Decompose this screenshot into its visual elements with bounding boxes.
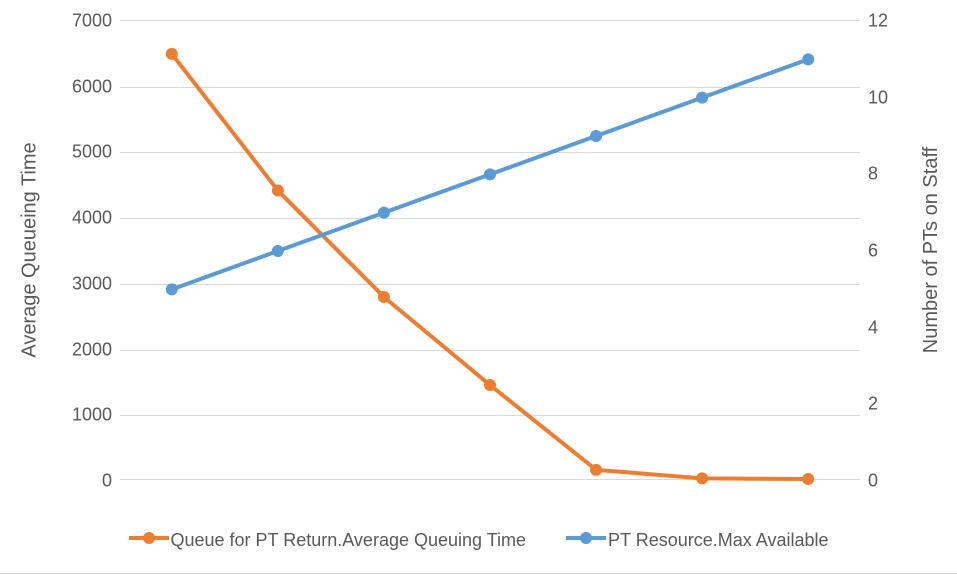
legend-label-queue: Queue for PT Return.Average Queuing Time [171, 530, 527, 551]
series-marker-queue [590, 464, 602, 476]
y1-tick: 5000 [72, 142, 120, 163]
legend-swatch-queue [129, 530, 169, 551]
series-line-queue [172, 54, 808, 479]
y2-tick: 4 [860, 317, 878, 338]
y1-tick: 7000 [72, 11, 120, 32]
y2-tick: 2 [860, 394, 878, 415]
y2-tick: 0 [860, 471, 878, 492]
y2-tick: 10 [860, 87, 888, 108]
legend-swatch-pt [566, 530, 606, 551]
legend-label-pt: PT Resource.Max Available [608, 530, 828, 551]
y1-tick: 2000 [72, 339, 120, 360]
series-marker-queue [272, 185, 284, 197]
y1-tick: 1000 [72, 405, 120, 426]
y2-tick: 12 [860, 11, 888, 32]
series-marker-queue [484, 379, 496, 391]
y2-tick: 8 [860, 164, 878, 185]
series-marker-pt [590, 130, 602, 142]
y1-axis-title: Average Queueing Time [19, 142, 42, 357]
series-marker-pt [484, 168, 496, 180]
y1-tick: 6000 [72, 76, 120, 97]
legend: Queue for PT Return.Average Queuing Time… [0, 530, 957, 551]
y1-tick: 0 [102, 471, 120, 492]
y2-axis-title: Number of PTs on Staff [920, 147, 943, 353]
legend-item-queue: Queue for PT Return.Average Queuing Time [129, 530, 527, 551]
series-marker-pt [166, 283, 178, 295]
legend-item-pt: PT Resource.Max Available [566, 530, 828, 551]
series-marker-queue [378, 291, 390, 303]
y1-tick: 3000 [72, 273, 120, 294]
plot-area: 01000200030004000500060007000024681012 [120, 20, 860, 480]
series-marker-queue [696, 472, 708, 484]
series-marker-queue [166, 48, 178, 60]
y1-tick: 4000 [72, 208, 120, 229]
series-marker-pt [696, 92, 708, 104]
dual-axis-line-chart: 01000200030004000500060007000024681012 A… [0, 0, 957, 574]
series-marker-queue [802, 473, 814, 485]
y2-tick: 6 [860, 241, 878, 262]
series-marker-pt [378, 207, 390, 219]
series-marker-pt [802, 53, 814, 65]
series-marker-pt [272, 245, 284, 257]
series-layer [120, 21, 860, 481]
